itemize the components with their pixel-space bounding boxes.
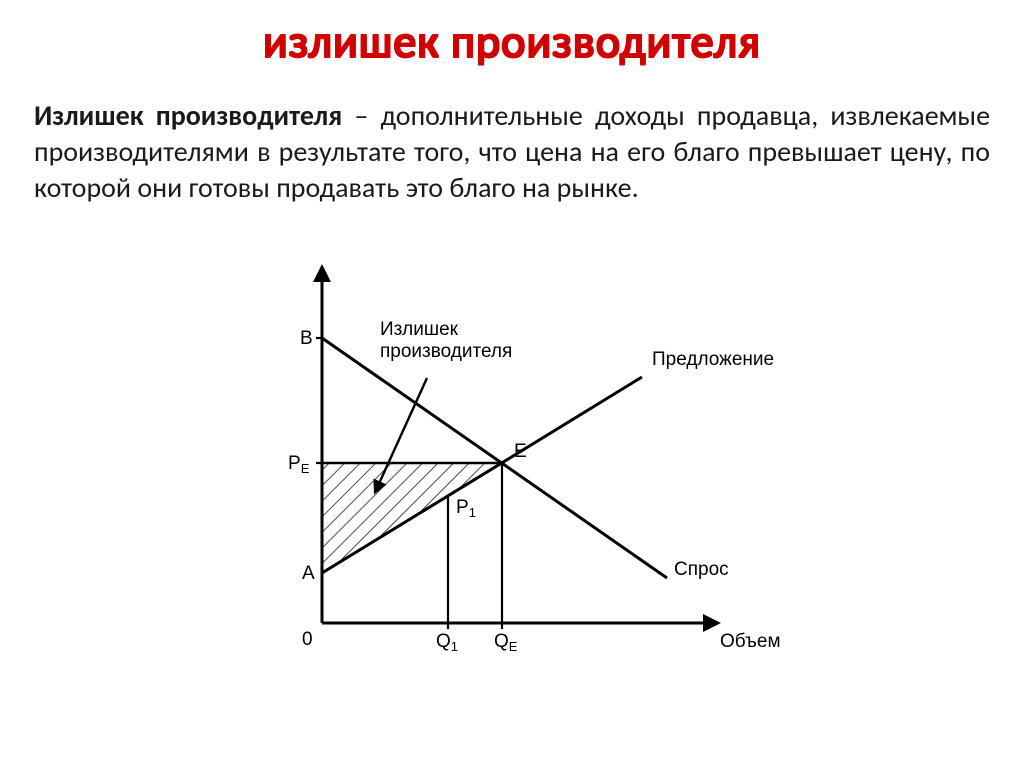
- point-label-P1: P1: [456, 497, 476, 520]
- surplus-label-line1: Излишек: [380, 319, 459, 340]
- point-label-PE: PE: [288, 453, 310, 476]
- surplus-label-line2: производителя: [380, 341, 512, 362]
- point-label-O: 0: [302, 629, 313, 650]
- definition-term: Излишек производителя: [34, 98, 342, 133]
- demand-label: Спрос: [674, 559, 729, 580]
- point-label-A: A: [302, 563, 315, 584]
- chart-container: A B PE E P1 Q1 QE 0 Предложение Спрос Излишекпроиз…: [0, 233, 1024, 683]
- supply-demand-chart: A B PE E P1 Q1 QE 0 Предложение Спрос Излишекпроиз…: [232, 233, 792, 683]
- supply-label: Предложение: [652, 349, 774, 370]
- point-label-QE: QE: [494, 631, 518, 654]
- x-axis-label: Объем: [720, 631, 781, 652]
- page-title: излишек производителя: [0, 14, 1024, 70]
- definition-paragraph: Излишек производителя – дополнительные д…: [0, 98, 1024, 205]
- point-label-E: E: [514, 441, 527, 462]
- point-label-Q1: Q1: [436, 631, 458, 654]
- point-label-B: B: [300, 328, 313, 349]
